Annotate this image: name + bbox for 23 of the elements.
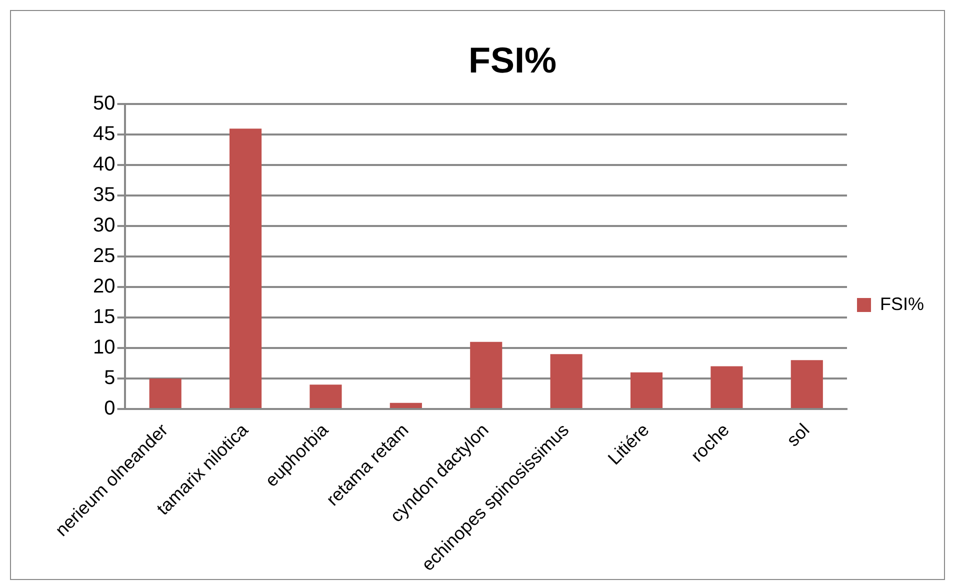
x-tick-label: sol <box>782 420 814 450</box>
y-tick-label: 20 <box>92 276 116 298</box>
y-tick-label: 5 <box>104 366 116 389</box>
bar <box>230 128 262 408</box>
chart-title: FSI% <box>468 40 557 81</box>
y-tick-label: 25 <box>92 245 116 268</box>
bar <box>390 402 422 408</box>
y-tick-label: 0 <box>104 397 116 420</box>
bar <box>710 366 743 408</box>
bar <box>790 360 823 408</box>
y-tick-label: 40 <box>92 154 116 176</box>
legend-label: FSI% <box>880 294 924 314</box>
y-tick-label: 35 <box>92 184 116 206</box>
bar <box>149 378 182 408</box>
y-tick-label: 15 <box>92 306 116 328</box>
bar <box>470 342 502 408</box>
y-tick-label: 30 <box>92 214 116 237</box>
y-tick-label: 45 <box>92 123 116 146</box>
bar <box>310 384 342 408</box>
y-tick-label: 50 <box>92 92 116 115</box>
bar <box>630 372 663 408</box>
bar <box>550 354 582 408</box>
y-tick-label: 10 <box>92 336 116 359</box>
